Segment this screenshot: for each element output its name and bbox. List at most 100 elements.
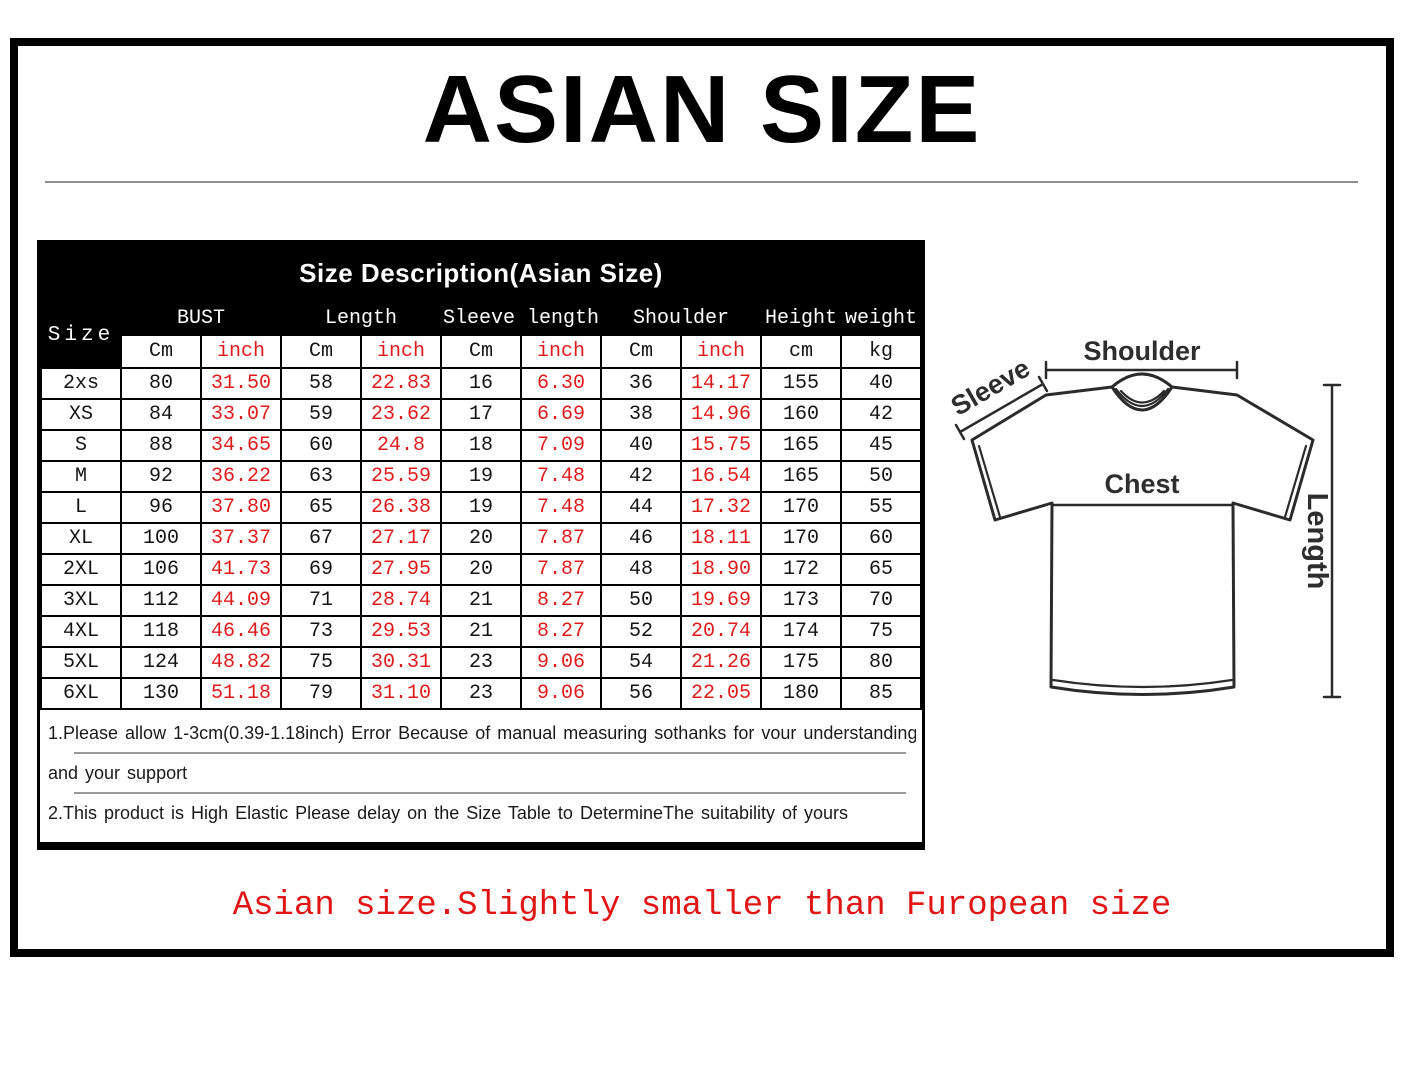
value-cell: 50 xyxy=(600,584,682,617)
value-cell: 21.26 xyxy=(680,646,762,679)
value-cell: 7.48 xyxy=(520,460,602,493)
value-cell: 7.87 xyxy=(520,553,602,586)
size-table: Size Description(Asian Size) Size BUST Leng… xyxy=(40,243,922,710)
value-cell: 84 xyxy=(120,398,202,431)
value-cell: 51.18 xyxy=(200,677,282,710)
size-cell: L xyxy=(40,491,122,524)
value-cell: 50 xyxy=(840,460,922,493)
value-cell: 45 xyxy=(840,429,922,462)
table-row: XL 100 37.37 67 27.17 20 7.87 46 18.11 170 60 xyxy=(40,522,922,555)
value-cell: 79 xyxy=(280,677,362,710)
table-row: 4XL 118 46.46 73 29.53 21 8.27 52 20.74 174 75 xyxy=(40,615,922,648)
value-cell: 63 xyxy=(280,460,362,493)
value-cell: 7.48 xyxy=(520,491,602,524)
unit-row: Cm inch Cm inch Cm inch Cm inch cm kg xyxy=(41,334,922,369)
table-row: L 96 37.80 65 26.38 19 7.48 44 17.32 170 55 xyxy=(40,491,922,524)
value-cell: 67 xyxy=(280,522,362,555)
col-group-sleeve-length: Sleeve length xyxy=(440,301,602,336)
unit-header: inch xyxy=(520,334,602,369)
value-cell: 31.50 xyxy=(200,367,282,400)
shoulder-measure-line xyxy=(1044,360,1239,380)
value-cell: 8.27 xyxy=(520,615,602,648)
collar-ribbing xyxy=(1114,387,1170,407)
value-cell: 9.06 xyxy=(520,646,602,679)
value-cell: 36 xyxy=(600,367,682,400)
table-caption-row: Size Description(Asian Size) xyxy=(40,243,922,303)
value-cell: 65 xyxy=(840,553,922,586)
value-cell: 174 xyxy=(760,615,842,648)
table-row: 2xs 80 31.50 58 22.83 16 6.30 36 14.17 155 40 xyxy=(40,367,922,400)
unit-header: inch xyxy=(360,334,442,369)
value-cell: 24.8 xyxy=(360,429,442,462)
value-cell: 180 xyxy=(760,677,842,710)
value-cell: 8.27 xyxy=(520,584,602,617)
col-group-height: Height xyxy=(760,301,842,336)
value-cell: 48.82 xyxy=(200,646,282,679)
unit-header: Cm xyxy=(280,334,362,369)
length-label: Length xyxy=(1301,493,1333,590)
value-cell: 23 xyxy=(440,677,522,710)
col-header-size: Size xyxy=(40,301,122,369)
collar-outer-icon xyxy=(1110,372,1174,389)
value-cell: 6.30 xyxy=(520,367,602,400)
value-cell: 56 xyxy=(600,677,682,710)
value-cell: 17.32 xyxy=(680,491,762,524)
value-cell: 88 xyxy=(120,429,202,462)
tshirt-diagram: Shoulder Chest Sleeve Length xyxy=(946,336,1342,699)
size-cell: 2XL xyxy=(40,553,122,586)
value-cell: 22.05 xyxy=(680,677,762,710)
value-cell: 155 xyxy=(760,367,842,400)
value-cell: 80 xyxy=(840,646,922,679)
value-cell: 19.69 xyxy=(680,584,762,617)
value-cell: 112 xyxy=(120,584,202,617)
value-cell: 23.62 xyxy=(360,398,442,431)
value-cell: 29.53 xyxy=(360,615,442,648)
value-cell: 41.73 xyxy=(200,553,282,586)
value-cell: 175 xyxy=(760,646,842,679)
notes-section: 1.Please allow 1-3cm(0.39-1.18inch) Erro… xyxy=(40,710,922,842)
value-cell: 21 xyxy=(440,584,522,617)
outer-frame xyxy=(10,38,1394,957)
col-group-length: Length xyxy=(280,301,442,336)
value-cell: 75 xyxy=(280,646,362,679)
value-cell: 18.90 xyxy=(680,553,762,586)
table-row: S 88 34.65 60 24.8 18 7.09 40 15.75 165 45 xyxy=(40,429,922,462)
value-cell: 55 xyxy=(840,491,922,524)
value-cell: 44 xyxy=(600,491,682,524)
length-measure-line xyxy=(1322,383,1342,699)
value-cell: 60 xyxy=(280,429,362,462)
value-cell: 40 xyxy=(840,367,922,400)
note-line-2: and your support xyxy=(48,763,188,783)
value-cell: 65 xyxy=(280,491,362,524)
size-cell: 4XL xyxy=(40,615,122,648)
value-cell: 75 xyxy=(840,615,922,648)
value-cell: 46 xyxy=(600,522,682,555)
value-cell: 27.17 xyxy=(360,522,442,555)
table-row: 3XL 112 44.09 71 28.74 21 8.27 50 19.69 173 70 xyxy=(40,584,922,617)
unit-header: kg xyxy=(840,334,922,369)
table-caption: Size Description(Asian Size) xyxy=(40,243,922,303)
value-cell: 20.74 xyxy=(680,615,762,648)
value-cell: 37.37 xyxy=(200,522,282,555)
value-cell: 23 xyxy=(440,646,522,679)
value-cell: 42 xyxy=(840,398,922,431)
size-cell: M xyxy=(40,460,122,493)
value-cell: 21 xyxy=(440,615,522,648)
value-cell: 33.07 xyxy=(200,398,282,431)
value-cell: 71 xyxy=(280,584,362,617)
value-cell: 48 xyxy=(600,553,682,586)
note-line-3: 2.This product is High Elastic Please de… xyxy=(48,803,849,823)
value-cell: 80 xyxy=(120,367,202,400)
size-cell: 6XL xyxy=(40,677,122,710)
title-divider xyxy=(45,181,1358,183)
unit-header: cm xyxy=(760,334,842,369)
size-cell: S xyxy=(40,429,122,462)
value-cell: 118 xyxy=(120,615,202,648)
unit-header: inch xyxy=(200,334,282,369)
sleeve-measure-line xyxy=(954,375,1049,441)
value-cell: 69 xyxy=(280,553,362,586)
value-cell: 16.54 xyxy=(680,460,762,493)
table-row: XS 84 33.07 59 23.62 17 6.69 38 14.96 160 42 xyxy=(40,398,922,431)
value-cell: 170 xyxy=(760,491,842,524)
